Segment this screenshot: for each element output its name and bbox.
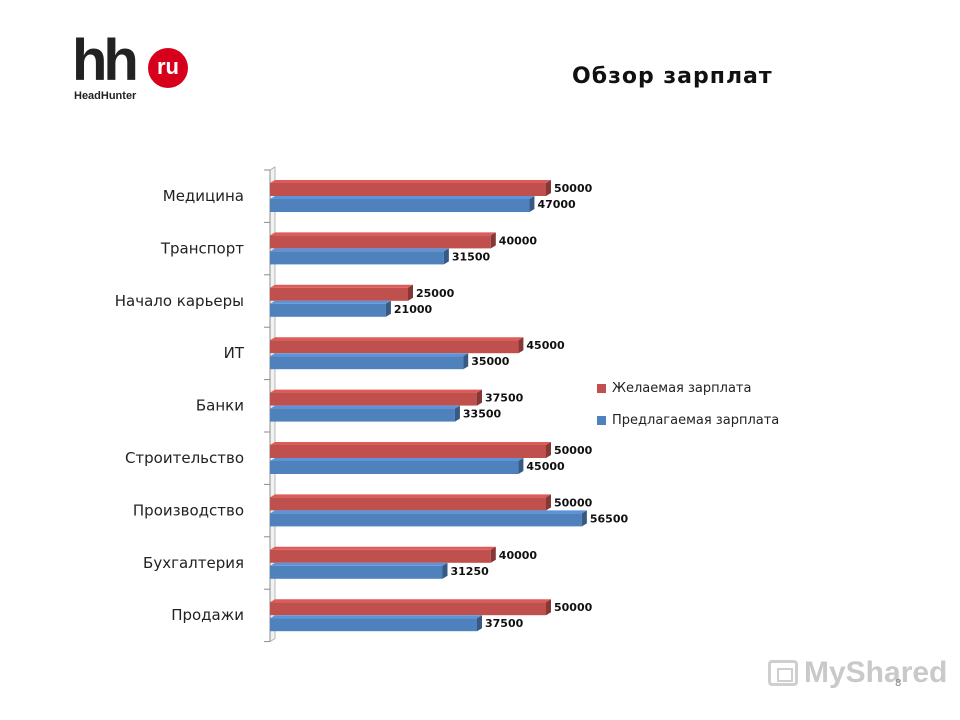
bar-side-offered-1 <box>529 196 535 212</box>
bar-desired-1 <box>270 183 546 196</box>
data-label-offered-5: 33500 <box>463 408 502 421</box>
data-label-offered-4: 35000 <box>471 355 510 368</box>
logo-mark: hh <box>72 28 139 93</box>
bar-desired-6 <box>270 445 546 458</box>
watermark-text: MyShared <box>804 656 948 689</box>
bar-side-desired-1 <box>546 180 551 196</box>
bar-desired-3 <box>270 287 408 301</box>
bar-desired-4 <box>270 340 519 354</box>
bar-side-desired-8 <box>490 546 496 563</box>
category-label-4: ИТ <box>224 344 245 362</box>
bar-side-offered-4 <box>463 353 469 370</box>
legend-swatch-2 <box>597 416 606 425</box>
bar-desired-5 <box>270 392 477 406</box>
bar-desired-9 <box>270 602 546 616</box>
bar-top-offered-8 <box>270 562 448 566</box>
bar-top-desired-4 <box>270 337 524 341</box>
bar-side-offered-8 <box>442 562 448 579</box>
legend-label-1: Желаемая зарплата <box>612 381 751 396</box>
data-label-desired-2: 40000 <box>499 234 538 247</box>
bar-side-offered-5 <box>454 405 460 422</box>
bar-side-desired-6 <box>546 442 551 458</box>
bar-top-desired-3 <box>270 284 413 288</box>
data-label-offered-1: 47000 <box>537 198 576 211</box>
bar-top-offered-9 <box>270 615 482 619</box>
data-label-desired-1: 50000 <box>554 182 593 195</box>
bar-offered-5 <box>270 408 455 422</box>
data-label-desired-3: 25000 <box>416 287 455 300</box>
bar-offered-4 <box>270 356 464 370</box>
legend-swatch-1 <box>597 384 606 393</box>
bar-top-offered-5 <box>270 405 460 409</box>
bar-offered-2 <box>270 251 444 265</box>
category-label-3: Начало карьеры <box>115 292 244 310</box>
bar-desired-2 <box>270 235 491 249</box>
data-label-desired-6: 50000 <box>554 444 593 457</box>
bar-top-offered-6 <box>270 458 524 461</box>
bar-side-offered-2 <box>443 248 449 265</box>
logo-badge-circle <box>148 48 188 88</box>
data-label-desired-9: 50000 <box>554 601 593 614</box>
bar-side-desired-3 <box>408 284 413 301</box>
data-label-offered-3: 21000 <box>394 303 433 316</box>
bar-top-offered-7 <box>270 510 587 514</box>
category-label-9: Продажи <box>171 606 244 624</box>
data-label-offered-9: 37500 <box>485 617 524 630</box>
bar-side-desired-5 <box>477 389 482 406</box>
bar-offered-7 <box>270 513 582 527</box>
bar-top-desired-5 <box>270 389 482 393</box>
headhunter-logo: hh ru HeadHunter <box>72 32 202 108</box>
bar-offered-8 <box>270 565 443 579</box>
bar-side-offered-3 <box>385 300 391 317</box>
category-label-5: Банки <box>196 397 244 415</box>
bar-offered-1 <box>270 199 530 212</box>
bar-top-desired-8 <box>270 546 496 550</box>
bar-side-desired-2 <box>490 232 496 249</box>
watermark-icon <box>768 660 798 686</box>
bar-side-offered-6 <box>518 458 524 474</box>
category-label-6: Строительство <box>125 449 244 467</box>
category-label-8: Бухгалтерия <box>143 554 244 572</box>
bar-side-offered-7 <box>581 510 587 527</box>
data-label-offered-8: 31250 <box>451 565 490 578</box>
bar-offered-3 <box>270 303 386 317</box>
page-number: 8 <box>895 678 902 689</box>
logo-subtitle: HeadHunter <box>74 90 137 102</box>
data-label-desired-8: 40000 <box>499 549 538 562</box>
bar-top-offered-2 <box>270 248 449 252</box>
category-label-2: Транспорт <box>160 239 244 257</box>
category-label-7: Производство <box>133 501 244 519</box>
watermark: MyShared <box>768 656 947 690</box>
bar-top-desired-9 <box>270 599 551 603</box>
bar-top-desired-1 <box>270 180 551 183</box>
bar-side-desired-4 <box>518 337 524 354</box>
bar-desired-7 <box>270 497 546 511</box>
logo-badge-text: ru <box>157 54 179 79</box>
bar-offered-6 <box>270 461 519 474</box>
bar-side-desired-7 <box>546 494 551 511</box>
data-label-desired-4: 45000 <box>526 339 565 352</box>
bar-top-offered-1 <box>270 196 535 199</box>
bar-top-desired-6 <box>270 442 551 445</box>
bar-desired-8 <box>270 549 491 563</box>
category-label-1: Медицина <box>163 187 244 205</box>
bar-offered-9 <box>270 618 477 632</box>
legend-label-2: Предлагаемая зарплата <box>612 413 779 428</box>
data-label-desired-7: 50000 <box>554 496 593 509</box>
bar-top-offered-4 <box>270 353 469 357</box>
bar-side-desired-9 <box>546 599 551 616</box>
data-label-offered-7: 56500 <box>590 512 629 525</box>
bar-top-offered-3 <box>270 300 391 304</box>
bar-side-offered-9 <box>477 615 482 632</box>
data-label-offered-2: 31500 <box>452 250 491 263</box>
data-label-offered-6: 45000 <box>526 460 565 473</box>
data-label-desired-5: 37500 <box>485 392 524 405</box>
page-title: Обзор зарплат <box>572 64 773 89</box>
bar-top-desired-2 <box>270 232 496 236</box>
bar-top-desired-7 <box>270 494 551 498</box>
